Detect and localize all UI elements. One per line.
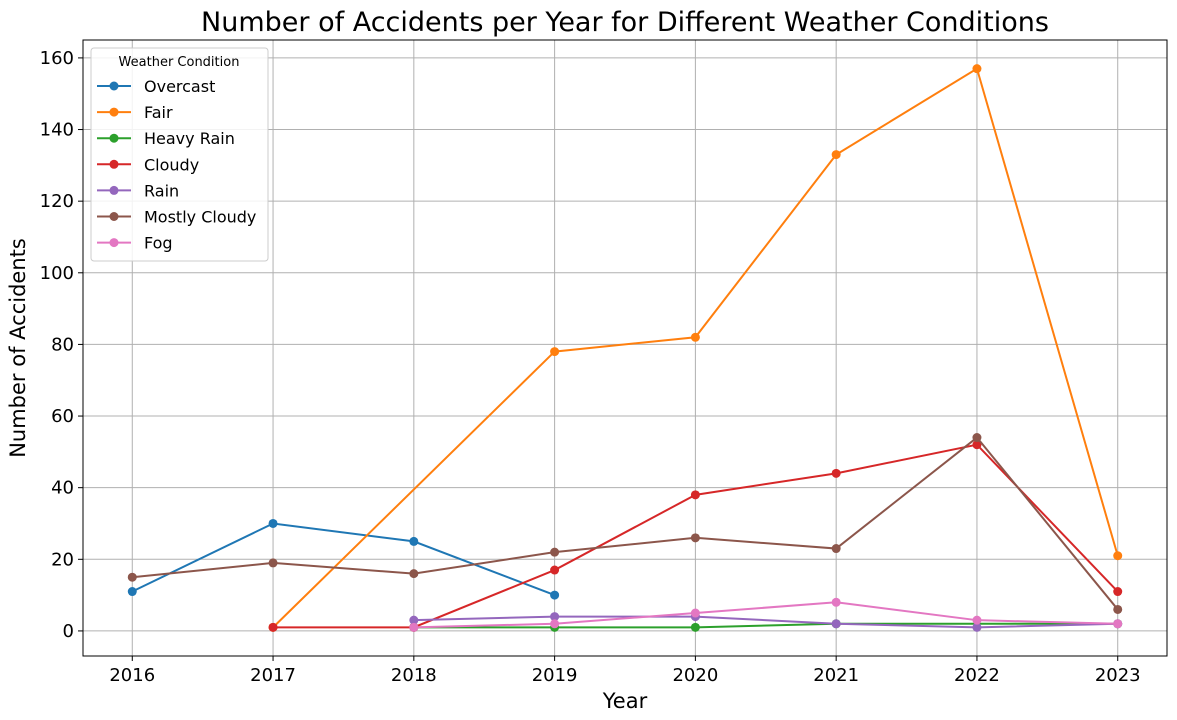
y-tick-label: 80 <box>51 334 74 355</box>
legend-label: Cloudy <box>144 155 199 174</box>
legend-marker <box>109 212 119 221</box>
data-point <box>550 590 560 600</box>
series-overcast <box>127 518 560 600</box>
legend-marker <box>109 238 119 248</box>
data-point <box>1113 619 1123 629</box>
data-point <box>409 569 419 579</box>
data-point <box>550 347 560 357</box>
data-point <box>972 440 982 450</box>
x-tick-label: 2022 <box>954 665 1000 686</box>
series-line <box>131 522 555 597</box>
x-tick-label: 2021 <box>813 665 859 686</box>
y-tick-label: 100 <box>40 263 74 284</box>
legend-marker <box>109 159 119 169</box>
legend-marker <box>109 81 119 91</box>
legend-marker <box>109 133 119 143</box>
data-point <box>972 64 982 74</box>
legend-label: Overcast <box>144 77 215 96</box>
legend-marker <box>109 107 119 117</box>
data-point <box>690 332 700 342</box>
x-tick-label: 2023 <box>1095 665 1141 686</box>
data-point <box>972 622 982 632</box>
data-point <box>690 608 700 618</box>
data-point <box>268 518 278 528</box>
legend-item: Mostly Cloudy <box>97 208 256 227</box>
y-tick-label: 40 <box>51 478 74 499</box>
legend-item: Fog <box>97 234 173 253</box>
legend-label: Heavy Rain <box>144 129 235 148</box>
data-point <box>268 558 278 568</box>
y-tick-label: 60 <box>51 406 74 427</box>
data-point <box>831 150 841 160</box>
data-point <box>690 490 700 500</box>
x-axis-ticks: 2016 2017 2018 2019 2020 2021 2022 2023 <box>109 656 1141 686</box>
legend-items: Overcast Fair Heavy Rain Cloudy Rain Mostly C… <box>97 77 256 253</box>
legend-item: Overcast <box>97 77 215 96</box>
data-point <box>690 622 700 632</box>
legend-label: Rain <box>144 181 179 200</box>
series-fog <box>409 597 1123 632</box>
x-tick-label: 2018 <box>391 665 437 686</box>
y-tick-label: 160 <box>40 48 74 69</box>
data-point <box>550 565 560 575</box>
data-point <box>831 468 841 478</box>
data-point <box>550 619 560 629</box>
y-axis-ticks: 0 20 40 60 80 100 120 140 160 <box>40 48 83 642</box>
data-point <box>831 544 841 554</box>
y-tick-label: 20 <box>51 549 74 570</box>
legend: Weather Condition Overcast Fair Heavy Rain… <box>90 47 269 262</box>
data-point <box>127 572 137 582</box>
series-line <box>272 67 1119 629</box>
data-point <box>690 533 700 543</box>
x-tick-label: 2016 <box>109 665 155 686</box>
data-point <box>972 433 982 443</box>
legend-title: Weather Condition <box>119 55 240 70</box>
legend-marker <box>109 185 119 195</box>
x-axis-label: Year <box>602 689 648 713</box>
x-tick-label: 2017 <box>250 665 296 686</box>
legend-item: Heavy Rain <box>97 129 235 148</box>
series-line <box>413 615 1118 629</box>
data-point <box>409 615 419 625</box>
legend-item: Cloudy <box>97 155 199 174</box>
data-point <box>268 622 278 632</box>
legend-label: Fair <box>144 103 173 122</box>
legend-item: Fair <box>97 103 173 122</box>
data-point <box>831 597 841 607</box>
y-tick-label: 120 <box>40 191 74 212</box>
data-point <box>1113 551 1123 561</box>
y-tick-label: 140 <box>40 120 74 141</box>
data-point <box>409 622 419 632</box>
data-point <box>550 612 560 622</box>
legend-box <box>90 47 269 262</box>
legend-label: Fog <box>144 234 173 253</box>
grid <box>83 40 1167 656</box>
data-point <box>831 619 841 629</box>
legend-item: Rain <box>97 181 179 200</box>
chart-title: Number of Accidents per Year for Differe… <box>201 7 1049 38</box>
x-tick-label: 2020 <box>672 665 718 686</box>
data-point <box>550 547 560 557</box>
data-point <box>972 615 982 625</box>
data-point <box>1113 604 1123 614</box>
y-axis-label: Number of Accidents <box>6 238 30 458</box>
series-layer <box>127 64 1123 632</box>
data-point <box>409 536 419 546</box>
x-tick-label: 2019 <box>532 665 578 686</box>
series-line <box>413 601 1118 629</box>
data-point <box>1113 587 1123 597</box>
data-point <box>127 587 137 597</box>
plot-frame <box>82 39 1168 657</box>
legend-label: Mostly Cloudy <box>144 208 256 227</box>
series-mostly-cloudy <box>127 433 1123 614</box>
y-tick-label: 0 <box>63 621 74 642</box>
series-line <box>132 436 1119 611</box>
